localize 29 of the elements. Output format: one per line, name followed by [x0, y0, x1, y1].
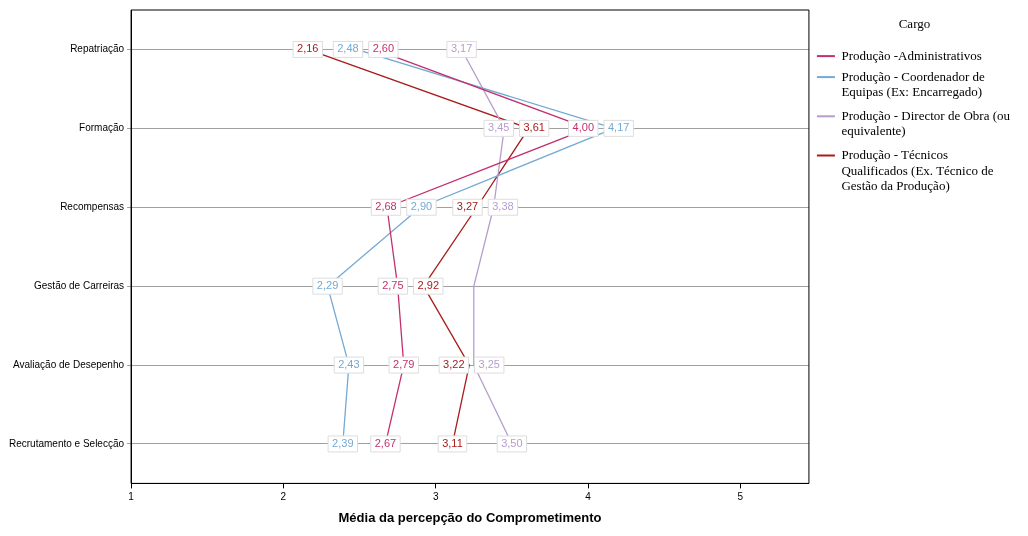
x-tick-label: 3 [432, 491, 439, 503]
y-tick-label: Gestão de Carreiras [34, 279, 125, 291]
y-tick-label: Avaliação de Desepenho [13, 358, 125, 370]
data-label: 3,61 [523, 121, 545, 134]
legend-label: Produção - Coordenador de Equipas (Ex: Encarregado) [841, 68, 985, 100]
data-label: 2,75 [382, 279, 404, 292]
legend-label: Produção - Director de Obra (ou equivalente) [841, 107, 1011, 139]
legend-title: Cargo [898, 15, 931, 31]
data-label: 3,38 [492, 200, 514, 213]
data-label: 3,27 [456, 200, 479, 213]
data-label: 3,45 [488, 121, 510, 134]
y-tick-label: Formação [79, 122, 125, 134]
data-label: 4,00 [572, 121, 594, 134]
x-tick-label: 1 [128, 491, 135, 503]
data-label: 3,25 [478, 358, 500, 371]
legend-label: Produção - Técnicos Qualificados (Ex. Técnico de Gestão da Produção) [841, 146, 994, 194]
y-tick-label: Recrutamento e Selecção [8, 437, 125, 449]
y-tick-label: Recompensas [60, 201, 125, 212]
y-tick-label: Repatriação [70, 43, 125, 55]
x-axis-title: Média da percepção do Comprometimento [338, 509, 602, 525]
data-label: 2,48 [337, 42, 359, 55]
x-tick-label: 4 [585, 491, 592, 503]
x-tick-label: 5 [737, 491, 744, 503]
data-label: 2,92 [417, 279, 439, 292]
data-label: 3,22 [443, 358, 465, 371]
x-tick-label: 2 [280, 491, 287, 503]
legend-label: Produção -Administrativos [841, 47, 982, 63]
data-label: 4,17 [607, 121, 630, 134]
data-label: 2,60 [372, 42, 395, 55]
